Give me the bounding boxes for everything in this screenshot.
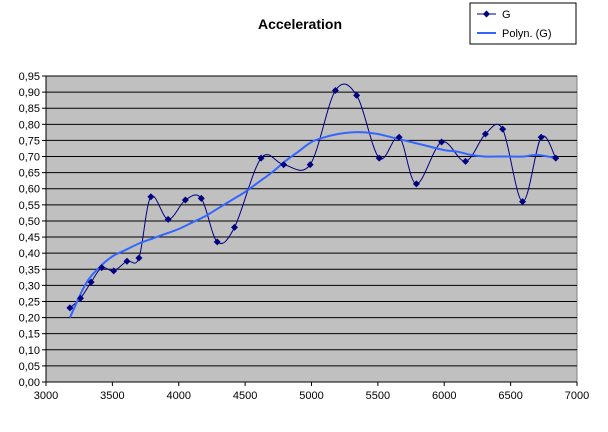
- x-tick-label: 3000: [34, 390, 58, 402]
- data-point-g: [461, 157, 469, 165]
- y-tick-label: 0,40: [19, 248, 40, 260]
- data-point-g: [213, 238, 221, 246]
- data-point-g: [231, 223, 239, 231]
- series-g-line: [69, 83, 557, 309]
- gridlines: [46, 75, 577, 383]
- y-tick-label: 0,80: [19, 119, 40, 131]
- data-point-g: [331, 86, 339, 94]
- data-point-g: [353, 91, 361, 99]
- y-tick-label: 0,55: [19, 200, 40, 212]
- legend-label-trend: Polyn. (G): [502, 28, 552, 40]
- data-point-g: [438, 138, 446, 146]
- plot-area: [45, 75, 578, 383]
- y-axis: 0,00 0,05 0,10 0,15 0,20 0,25 0,30 0,35 0,40 0,45…: [19, 71, 47, 389]
- y-tick-label: 0,35: [19, 264, 40, 276]
- x-tick-label: 7000: [565, 390, 589, 402]
- data-point-g: [395, 133, 403, 141]
- x-tick-label: 3500: [100, 390, 124, 402]
- x-tick-label: 4500: [233, 390, 257, 402]
- x-tick-label: 5000: [299, 390, 323, 402]
- legend-marker-g: [483, 10, 490, 18]
- data-point-g: [197, 194, 205, 202]
- legend: G Polyn. (G): [469, 2, 577, 45]
- data-point-g: [181, 196, 189, 204]
- x-tick-label: 5500: [366, 390, 390, 402]
- data-point-g: [87, 278, 95, 286]
- x-tick-label: 6500: [498, 390, 522, 402]
- y-tick-label: 0,90: [19, 87, 40, 99]
- data-point-g: [519, 198, 527, 206]
- y-tick-label: 0,00: [19, 377, 40, 389]
- y-tick-label: 0,20: [19, 313, 40, 325]
- y-tick-label: 0,65: [19, 168, 40, 180]
- y-tick-label: 0,45: [19, 232, 40, 244]
- series-layer: [66, 83, 560, 319]
- x-tick-label: 4000: [167, 390, 191, 402]
- data-point-g: [98, 264, 106, 272]
- data-point-g: [280, 161, 288, 169]
- data-point-g: [499, 125, 507, 133]
- data-point-g: [306, 161, 314, 169]
- data-point-g: [412, 180, 420, 188]
- y-tick-label: 0,95: [19, 71, 40, 83]
- data-point-g: [110, 267, 118, 275]
- data-point-g: [123, 257, 131, 265]
- y-tick-label: 0,75: [19, 135, 40, 147]
- y-tick-label: 0,15: [19, 329, 40, 341]
- data-point-g: [66, 304, 74, 312]
- data-point-g: [375, 154, 383, 162]
- y-tick-label: 0,25: [19, 296, 40, 308]
- data-point-g: [77, 294, 85, 302]
- chart-title: Acceleration: [258, 16, 342, 32]
- x-tick-label: 6000: [432, 390, 456, 402]
- y-tick-label: 0,70: [19, 152, 40, 164]
- data-point-g: [257, 154, 265, 162]
- legend-box: [469, 2, 577, 45]
- y-tick-label: 0,60: [19, 184, 40, 196]
- data-point-g: [552, 154, 560, 162]
- data-point-g: [481, 130, 489, 138]
- data-point-g: [135, 254, 143, 262]
- x-axis: 3000 3500 4000 4500 5000 5500 6000 6500 7000: [34, 381, 589, 402]
- y-tick-label: 0,10: [19, 345, 40, 357]
- series-trendline: [68, 131, 556, 319]
- data-point-g: [537, 133, 545, 141]
- legend-label-g: G: [502, 9, 511, 21]
- data-point-g: [164, 215, 172, 223]
- y-tick-label: 0,50: [19, 216, 40, 228]
- y-tick-label: 0,30: [19, 280, 40, 292]
- data-point-g: [147, 193, 155, 201]
- y-tick-label: 0,85: [19, 103, 40, 115]
- y-tick-label: 0,05: [19, 361, 40, 373]
